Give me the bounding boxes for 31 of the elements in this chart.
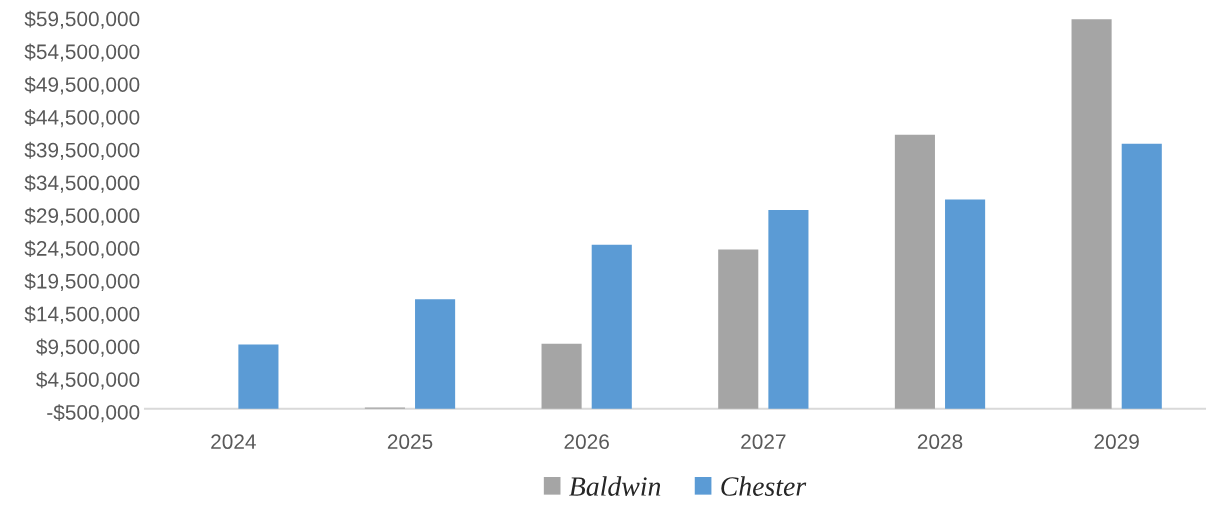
bar bbox=[894, 134, 935, 409]
x-tick-label: 2029 bbox=[1094, 434, 1139, 450]
x-tick-label: 2026 bbox=[564, 434, 609, 450]
bar bbox=[238, 344, 279, 409]
bar bbox=[768, 210, 809, 409]
x-tick-label: 2028 bbox=[917, 434, 963, 450]
y-tick-label: -$500,000 bbox=[47, 404, 140, 423]
y-tick-label: $9,500,000 bbox=[36, 338, 140, 357]
y-tick-label: $44,500,000 bbox=[24, 109, 140, 128]
bar bbox=[1121, 143, 1162, 409]
bar bbox=[541, 343, 582, 409]
x-tick-label: 2024 bbox=[211, 434, 256, 450]
legend-label: Chester bbox=[721, 476, 807, 496]
y-tick-label: $24,500,000 bbox=[24, 240, 140, 259]
y-tick-label: $54,500,000 bbox=[24, 43, 140, 62]
y-tick-label: $14,500,000 bbox=[24, 305, 140, 324]
bar bbox=[1071, 19, 1112, 409]
bar bbox=[945, 199, 986, 409]
y-tick-label: $34,500,000 bbox=[24, 174, 140, 193]
bar bbox=[591, 244, 632, 409]
x-tick-label: 2025 bbox=[387, 434, 433, 450]
y-tick-label: $4,500,000 bbox=[36, 371, 140, 390]
y-tick-label: $29,500,000 bbox=[24, 207, 140, 226]
y-tick-label: $49,500,000 bbox=[24, 76, 140, 95]
bar bbox=[718, 249, 759, 409]
legend-label: Baldwin bbox=[569, 476, 661, 496]
y-tick-label: $39,500,000 bbox=[24, 141, 140, 160]
x-tick-label: 2027 bbox=[741, 434, 786, 450]
y-tick-label: $19,500,000 bbox=[24, 272, 140, 292]
bar bbox=[415, 299, 456, 409]
y-tick-label: $59,500,000 bbox=[24, 10, 140, 29]
